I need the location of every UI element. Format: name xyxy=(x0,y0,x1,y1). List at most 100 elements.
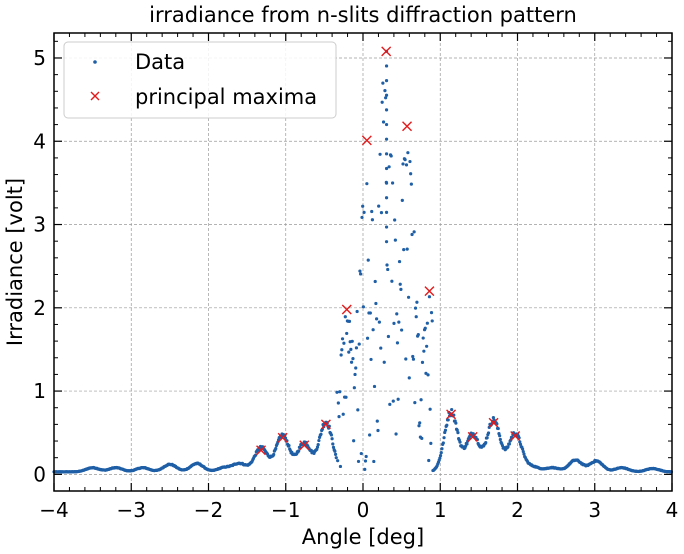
data-point xyxy=(456,431,460,435)
data-point xyxy=(402,247,406,252)
data-point xyxy=(342,341,346,345)
data-point xyxy=(396,397,400,401)
data-point xyxy=(407,376,411,380)
ticks xyxy=(53,33,673,492)
data-point xyxy=(368,311,372,315)
data-point xyxy=(384,96,388,100)
legend-maxima-marker xyxy=(90,91,100,101)
data-point xyxy=(455,428,459,432)
maxima-marker-stroke xyxy=(488,417,499,428)
maxima-marker-stroke xyxy=(361,135,372,146)
data-point xyxy=(344,395,348,399)
data-point xyxy=(445,423,449,427)
data-point xyxy=(404,163,409,167)
data-point xyxy=(371,328,375,332)
data-point xyxy=(397,259,402,264)
data-point xyxy=(345,331,349,336)
maxima-marker-stroke xyxy=(402,121,413,132)
data-point xyxy=(349,360,354,364)
data-point xyxy=(379,211,384,215)
maxima-marker xyxy=(299,440,310,451)
data-point xyxy=(376,428,380,433)
data-point xyxy=(335,390,339,394)
maxima-marker-stroke xyxy=(320,419,331,430)
x-tick-label: 4 xyxy=(666,498,679,522)
maxima-marker xyxy=(488,417,499,428)
data-point xyxy=(340,348,344,352)
data-point xyxy=(440,447,444,451)
data-point xyxy=(410,232,414,237)
data-point xyxy=(521,449,525,454)
data-point xyxy=(507,442,511,446)
legend-maxima-label: principal maxima xyxy=(135,85,317,109)
maxima-marker-stroke xyxy=(424,286,435,297)
data-point xyxy=(358,269,362,273)
data-point xyxy=(362,210,366,214)
grid xyxy=(54,33,672,491)
data-point xyxy=(378,152,382,156)
data-point xyxy=(384,93,389,97)
data-point xyxy=(427,295,432,299)
x-tick-label: 2 xyxy=(511,498,524,522)
data-point xyxy=(401,162,405,166)
maxima-marker xyxy=(446,409,457,420)
data-point xyxy=(430,319,434,323)
data-point xyxy=(394,432,398,436)
data-point xyxy=(491,416,495,420)
data-point xyxy=(315,445,320,449)
data-point xyxy=(384,240,389,244)
data-point xyxy=(354,366,358,370)
data-point xyxy=(338,464,343,469)
data-point xyxy=(384,79,389,83)
data-point xyxy=(485,436,489,440)
data-point xyxy=(316,443,320,447)
data-point xyxy=(383,89,387,93)
data-point xyxy=(405,247,409,251)
data-point xyxy=(374,301,378,306)
maxima-marker-stroke xyxy=(277,432,288,443)
data-point xyxy=(331,445,336,449)
maxima-marker-stroke xyxy=(467,431,478,442)
data-point xyxy=(406,295,411,299)
maxima-marker xyxy=(424,286,435,297)
data-point xyxy=(454,421,458,425)
data-point xyxy=(336,401,340,405)
maxima-marker-stroke xyxy=(381,46,392,57)
data-point xyxy=(417,424,421,428)
maxima-marker xyxy=(320,419,331,430)
data-point xyxy=(518,440,522,444)
data-point xyxy=(352,386,356,390)
data-point xyxy=(363,459,368,463)
maxima-marker xyxy=(256,445,267,456)
data-point xyxy=(412,230,416,234)
data-point xyxy=(287,443,291,448)
data-point xyxy=(390,279,394,283)
data-point xyxy=(391,399,395,403)
x-tick-label: −1 xyxy=(271,498,300,522)
data-point xyxy=(399,287,403,291)
data-point xyxy=(384,225,389,229)
data-point xyxy=(359,451,363,456)
data-point xyxy=(441,441,445,445)
data-point xyxy=(370,209,374,214)
data-point xyxy=(411,357,416,361)
data-point xyxy=(364,454,368,459)
data-point xyxy=(385,263,389,267)
maxima-marker-stroke xyxy=(446,409,457,420)
legend-data-label: Data xyxy=(135,50,185,74)
legend: Data principal maxima xyxy=(63,41,337,119)
data-point xyxy=(379,346,383,350)
data-point xyxy=(272,452,276,457)
data-point xyxy=(496,426,500,431)
x-tick-label: 3 xyxy=(588,498,601,522)
data-point xyxy=(340,337,345,341)
data-point xyxy=(438,454,443,458)
data-point xyxy=(375,317,379,321)
maxima-marker xyxy=(341,304,352,315)
data-point xyxy=(498,437,502,442)
data-point xyxy=(428,407,432,411)
data-point xyxy=(349,347,353,351)
data-point xyxy=(356,459,361,464)
data-point xyxy=(416,333,420,337)
data-point xyxy=(355,309,359,314)
